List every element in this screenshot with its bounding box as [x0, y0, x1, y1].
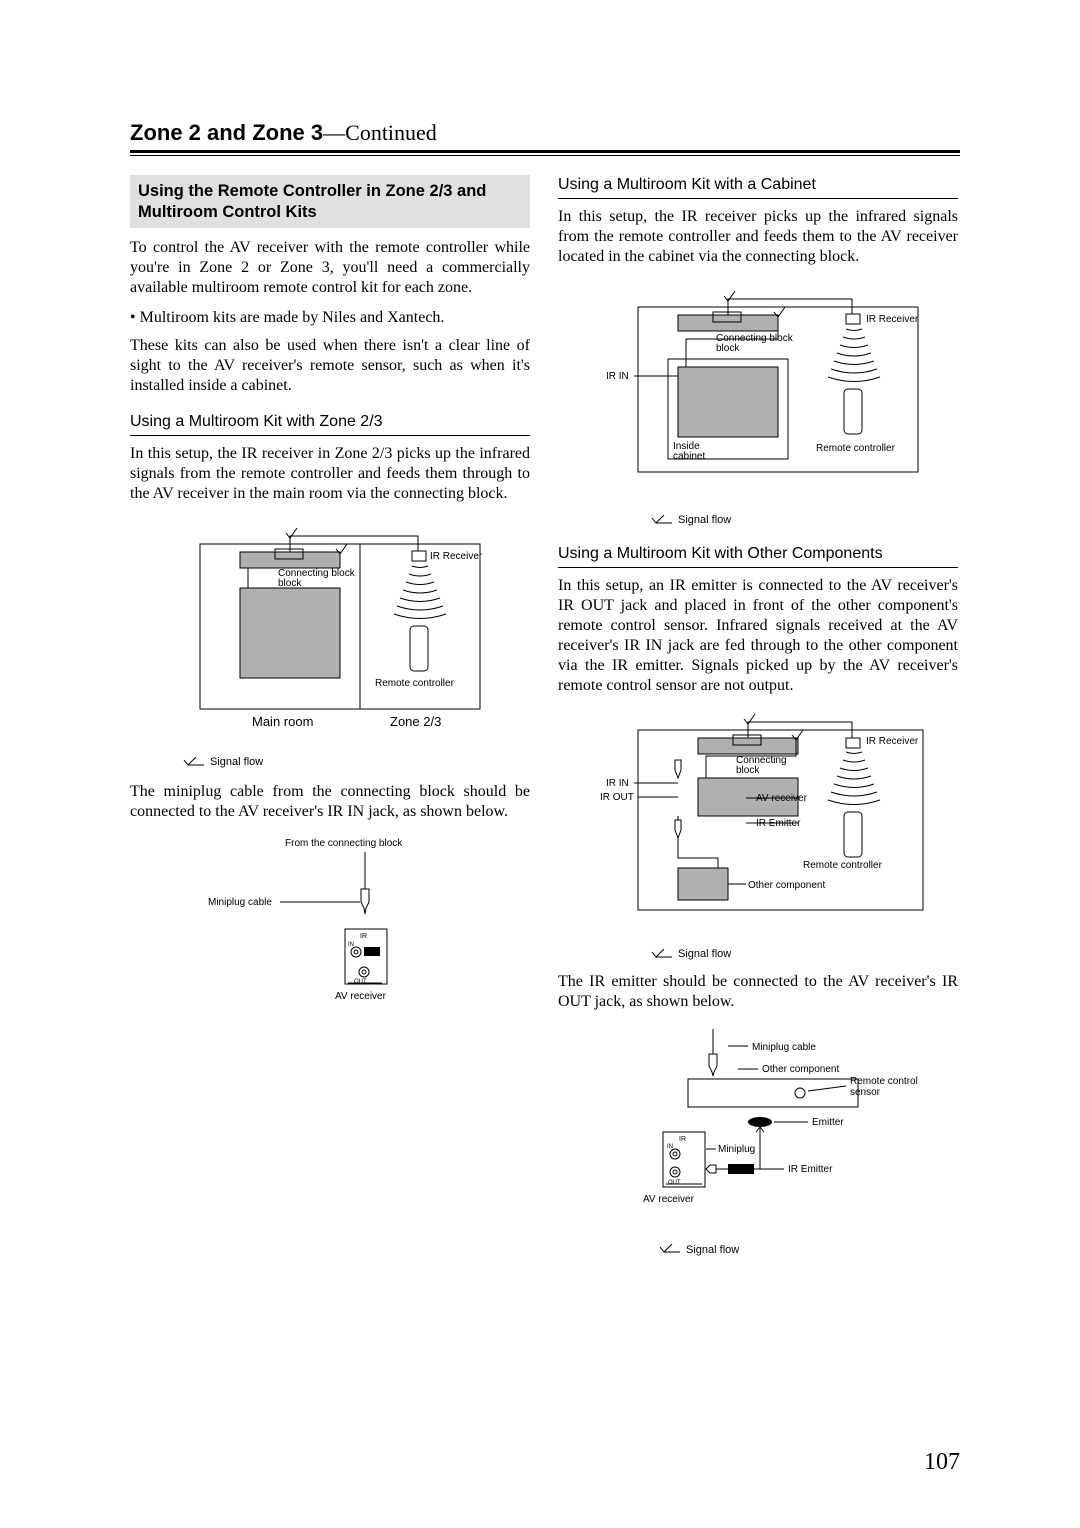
label-zone: Zone 2/3 [390, 714, 441, 729]
label-remote: Remote controller [803, 860, 883, 871]
label-main-room: Main room [252, 714, 313, 729]
label-av-receiver: AV receiver [335, 991, 387, 1002]
svg-text:cabinet: cabinet [673, 451, 705, 462]
label-other-component: Other component [762, 1064, 839, 1075]
body-para: In this setup, an IR emitter is connecte… [558, 576, 958, 696]
diagram-ir-emitter-detail: Miniplug cable Other component Remote co… [588, 1024, 928, 1234]
label-miniplug: Miniplug [718, 1144, 755, 1155]
signal-flow-label: Signal flow [678, 948, 731, 962]
body-para: These kits can also be used when there i… [130, 336, 530, 396]
left-column: Using the Remote Controller in Zone 2/3 … [130, 175, 530, 1257]
signal-flow-label: Signal flow [686, 1244, 739, 1258]
label-other-component: Other component [748, 880, 825, 891]
subheading: Using a Multiroom Kit with Other Compone… [558, 544, 958, 568]
right-column: Using a Multiroom Kit with a Cabinet In … [558, 175, 958, 1257]
header-title-cont: —Continued [323, 120, 437, 145]
body-para: In this setup, the IR receiver picks up … [558, 207, 958, 267]
body-para: In this setup, the IR receiver in Zone 2… [130, 444, 530, 504]
bullet-item: • Multiroom kits are made by Niles and X… [130, 308, 530, 328]
subheading: Using a Multiroom Kit with Zone 2/3 [130, 412, 530, 436]
svg-text:IN: IN [667, 1144, 673, 1150]
page-number: 107 [924, 1449, 960, 1476]
subheading: Using a Multiroom Kit with a Cabinet [558, 175, 958, 199]
label-ir-receiver: IR Receiver [866, 736, 919, 747]
label-ir-out: IR OUT [600, 792, 634, 803]
label-ir-receiver: IR Receiver [430, 551, 483, 562]
svg-text:block: block [278, 578, 302, 589]
label-ir-emitter: IR Emitter [788, 1164, 833, 1175]
label-av-receiver: AV receiver [643, 1194, 695, 1205]
signal-flow-legend: Signal flow [650, 948, 958, 962]
svg-text:sensor: sensor [850, 1087, 881, 1098]
header-title-bold: Zone 2 and Zone 3 [130, 120, 323, 145]
body-para: To control the AV receiver with the remo… [130, 238, 530, 298]
label-ir-receiver: IR Receiver [866, 314, 919, 325]
label-remote: Remote controller [816, 443, 896, 454]
body-para: The IR emitter should be connected to th… [558, 972, 958, 1012]
label-remote: Remote controller [375, 678, 455, 689]
diagram-cabinet: Connecting block block Inside cabinet IR… [578, 279, 938, 504]
body-para: The miniplug cable from the connecting b… [130, 782, 530, 822]
label-miniplug-cable: Miniplug cable [208, 897, 272, 908]
label-miniplug-cable: Miniplug cable [752, 1042, 816, 1053]
svg-text:OUT: OUT [668, 1180, 681, 1186]
svg-text:block: block [736, 765, 760, 776]
diagram-other-components: Connecting block IR Receiver AV receiver… [578, 708, 938, 938]
page-header: Zone 2 and Zone 3—Continued [130, 120, 960, 153]
section-banner: Using the Remote Controller in Zone 2/3 … [130, 175, 530, 228]
label-from-block: From the connecting block [285, 838, 403, 849]
signal-flow-label: Signal flow [678, 514, 731, 528]
signal-flow-legend: Signal flow [182, 756, 530, 770]
label-in: IN [348, 942, 354, 948]
label-emitter: Emitter [812, 1117, 844, 1128]
svg-text:IR: IR [679, 1136, 686, 1143]
signal-flow-legend: Signal flow [650, 514, 958, 528]
label-ir-in: IR IN [606, 371, 629, 382]
diagram-zone-multiroom: Connecting block block IR Receiver [160, 516, 500, 746]
svg-text:block: block [716, 343, 740, 354]
diagram-miniplug: From the connecting block Miniplug cable… [180, 834, 480, 1014]
label-out: OUT [354, 979, 367, 985]
svg-text:Remote control: Remote control [850, 1076, 918, 1087]
signal-flow-legend: Signal flow [658, 1244, 958, 1258]
label-ir: IR [360, 933, 367, 940]
label-ir-in: IR IN [606, 778, 629, 789]
signal-flow-label: Signal flow [210, 756, 263, 770]
